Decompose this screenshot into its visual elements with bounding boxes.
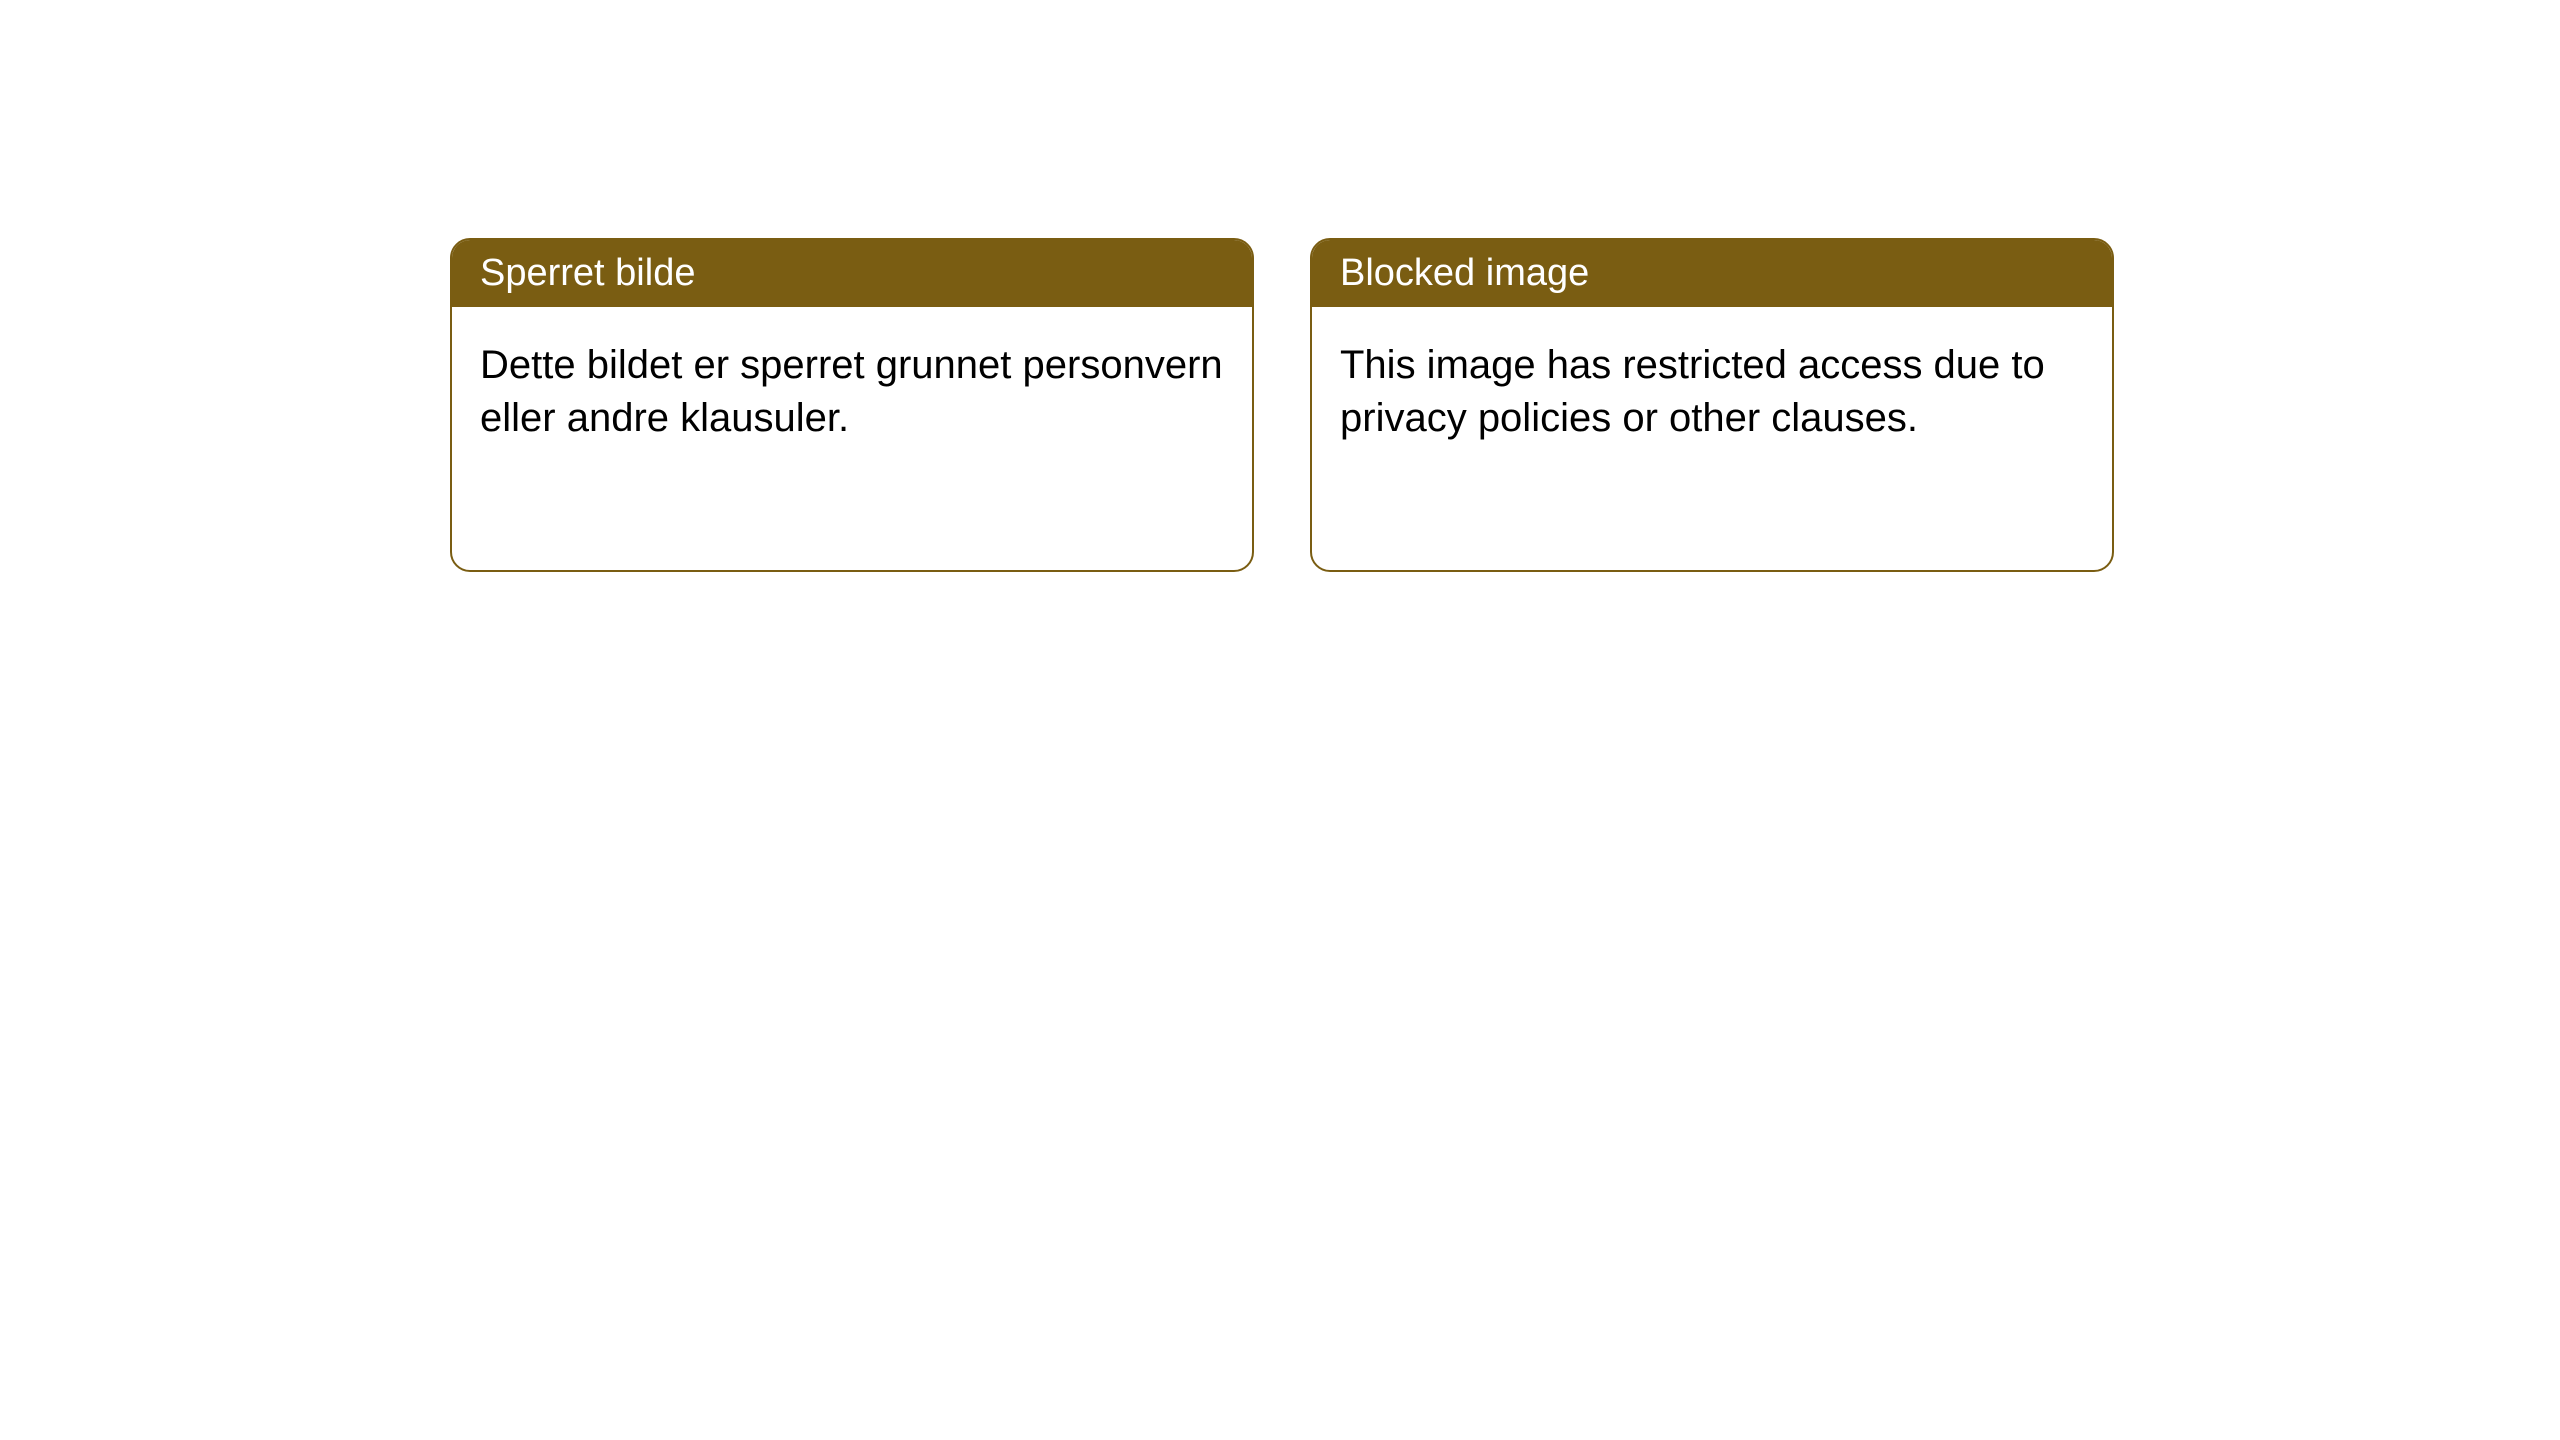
blocked-image-card-english: Blocked image This image has restricted …	[1310, 238, 2114, 572]
card-body: Dette bildet er sperret grunnet personve…	[452, 307, 1252, 477]
card-title: Blocked image	[1340, 252, 1589, 294]
card-title: Sperret bilde	[480, 252, 695, 294]
notice-container: Sperret bilde Dette bildet er sperret gr…	[0, 0, 2560, 572]
card-body-text: This image has restricted access due to …	[1340, 343, 2045, 440]
card-body: This image has restricted access due to …	[1312, 307, 2112, 477]
card-header: Blocked image	[1312, 240, 2112, 307]
blocked-image-card-norwegian: Sperret bilde Dette bildet er sperret gr…	[450, 238, 1254, 572]
card-header: Sperret bilde	[452, 240, 1252, 307]
card-body-text: Dette bildet er sperret grunnet personve…	[480, 343, 1223, 440]
